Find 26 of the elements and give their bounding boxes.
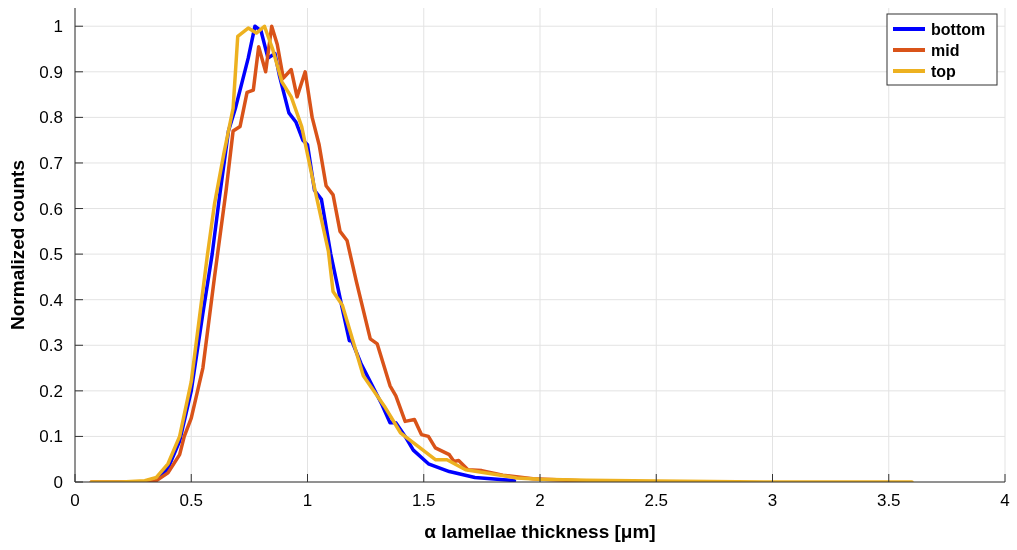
x-tick-label: 1.5 — [411, 491, 436, 510]
y-tick-label: 0.6 — [39, 199, 63, 219]
x-tick-label: 0.5 — [179, 491, 204, 510]
x-axis-title: α lamellae thickness [μm] — [424, 521, 656, 542]
legend-label: bottom — [931, 21, 986, 38]
y-tick-label: 0.1 — [39, 427, 63, 447]
legend-label: mid — [931, 42, 960, 59]
x-tick-label: 2 — [535, 491, 545, 510]
y-axis-title: Normalized counts — [7, 160, 28, 330]
x-tick-label: 1 — [302, 491, 313, 510]
y-tick-label: 0.3 — [39, 336, 63, 356]
y-tick-label: 0.4 — [39, 290, 63, 310]
x-tick-label: 3 — [767, 491, 778, 510]
y-tick-label: 1 — [53, 17, 63, 37]
y-tick-label: 0.2 — [39, 381, 63, 401]
line-series — [89, 24, 914, 482]
y-tick-label: 0.7 — [39, 153, 63, 173]
x-tick-label: 3.5 — [876, 491, 901, 510]
y-tick-label: 0.5 — [39, 245, 63, 265]
y-tick-label: 0.8 — [39, 108, 63, 128]
legend-label: top — [931, 63, 957, 80]
y-tick-label: 0 — [53, 473, 63, 492]
x-tick-label: 2.5 — [644, 491, 669, 510]
x-tick-label: 4 — [1000, 491, 1010, 510]
y-tick-label: 0.9 — [39, 62, 63, 82]
x-tick-label: 0 — [70, 491, 80, 510]
